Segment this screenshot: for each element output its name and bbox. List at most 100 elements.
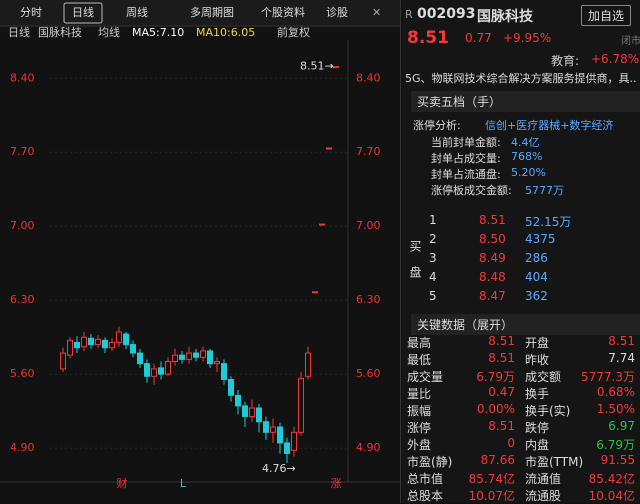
bid-price: 8.48 (479, 270, 506, 284)
candle-body (263, 421, 269, 433)
y-tick-label: 4.90 (10, 441, 35, 454)
candle-body (81, 336, 87, 348)
candle-body (207, 350, 213, 365)
toolbar-bg (0, 0, 400, 26)
key-value: 6.97 (608, 419, 635, 433)
tab[interactable]: 诊股 (326, 5, 348, 19)
chart-header-ma_label: 均线 (98, 25, 120, 39)
key-label: 涨停 (407, 421, 432, 435)
tab[interactable]: 多周期图 (190, 5, 234, 19)
key-value: 8.51 (488, 334, 515, 348)
key-value: 0 (507, 436, 515, 450)
y-tick-label: 8.40 (356, 71, 381, 84)
key-value: 0.00% (476, 402, 515, 416)
key-value: 6.79万 (476, 370, 515, 384)
collapse-icon[interactable]: ✕ (372, 6, 381, 19)
candle-body (116, 331, 122, 343)
candle-body (95, 338, 101, 346)
key-label: 成交量 (407, 370, 444, 384)
y-tick-label: 7.00 (10, 219, 35, 232)
key-label: 开盘 (525, 336, 550, 350)
candle-body (249, 407, 255, 417)
tab[interactable]: 周线 (126, 5, 148, 19)
status: 闭市 (621, 36, 640, 47)
key-value: 85.74亿 (468, 472, 515, 486)
candle-body (256, 407, 262, 423)
key-value: 10.04亿 (588, 489, 635, 503)
key-label: 总市值 (407, 472, 444, 486)
candle-body (144, 363, 150, 377)
tab[interactable]: 分时 (20, 6, 42, 19)
section-title: 关键数据（展开） (411, 314, 640, 335)
candle-body (151, 368, 157, 377)
candle-body (298, 377, 304, 433)
sector-pct: +6.78% (591, 52, 640, 66)
tab-selected (63, 2, 103, 24)
key-label: 内盘 (525, 438, 550, 452)
y-tick-label: 6.30 (356, 293, 381, 306)
bid-volume: 52.15万 (525, 215, 572, 229)
candle-body (270, 426, 276, 433)
section-title: 买卖五档（手） (411, 91, 640, 112)
key-label: 市盈(静) (407, 455, 453, 469)
candle-body (221, 363, 227, 380)
stat-label: 封单占成交量: (431, 152, 501, 165)
chart-header-ma10: MA10:6.05 (196, 26, 255, 39)
candle-body (179, 354, 185, 360)
change: 0.77 (465, 31, 492, 45)
change-pct: +9.95% (503, 31, 552, 45)
candle-body (165, 361, 171, 375)
key-value: 1.50% (596, 402, 635, 416)
analysis-tags: 信创+医疗器械+数字经济 (485, 119, 614, 132)
bid-volume: 286 (525, 251, 548, 265)
candle-body (172, 354, 178, 363)
key-label: 总股本 (407, 489, 444, 503)
level: 4 (429, 270, 437, 284)
chart-header-name: 国脉科技 (38, 25, 82, 39)
sector: 教育: (551, 54, 580, 68)
candle-body (200, 350, 206, 358)
analysis-label: 涨停分析: (413, 119, 461, 132)
candle-body (60, 352, 66, 370)
candle-body (228, 378, 234, 396)
level: 2 (429, 232, 437, 246)
bid-volume: 404 (525, 270, 548, 284)
y-tick-label: 7.00 (356, 219, 381, 232)
bid-volume: 362 (525, 289, 548, 303)
name: 国脉科技 (477, 9, 533, 25)
bid-price: 8.51 (479, 213, 506, 227)
candle-body (137, 352, 143, 365)
level: 1 (429, 213, 437, 227)
candle-body (319, 223, 325, 226)
add-btn[interactable]: 加自选 (581, 5, 632, 26)
key-value: 6.79万 (596, 438, 635, 452)
chart-header-adjust: 前复权 (277, 25, 310, 39)
stat-value: 4.4亿 (511, 136, 540, 149)
side-label: 买盘 (408, 240, 422, 292)
candle-body (284, 442, 290, 454)
key-value: 8.51 (608, 334, 635, 348)
candle-body (326, 147, 332, 150)
candle-body (102, 339, 108, 349)
key-value: 7.74 (608, 351, 635, 365)
key-value: 5777.3万 (581, 370, 635, 384)
candle-body (277, 426, 283, 444)
key-value: 87.66 (480, 453, 515, 467)
y-tick-label: 5.60 (10, 367, 35, 380)
candle-body (291, 431, 297, 451)
tab[interactable]: 个股资料 (261, 5, 305, 19)
key-label: 流通股 (525, 489, 562, 503)
tab[interactable]: 日线 (72, 5, 94, 19)
key-label: 换手 (525, 387, 550, 401)
y-tick-label: 8.40 (10, 71, 35, 84)
event-marker: L (180, 477, 187, 490)
candle-body (242, 405, 248, 417)
y-tick-label: 4.90 (356, 441, 381, 454)
key-label: 换手(实) (525, 404, 571, 418)
stat-label: 当前封单金额: (431, 136, 501, 149)
chart-header-period: 日线 (8, 25, 30, 39)
key-value: 0.68% (596, 385, 635, 399)
candle-body (214, 361, 220, 365)
stat-value: 5777万 (525, 184, 564, 197)
